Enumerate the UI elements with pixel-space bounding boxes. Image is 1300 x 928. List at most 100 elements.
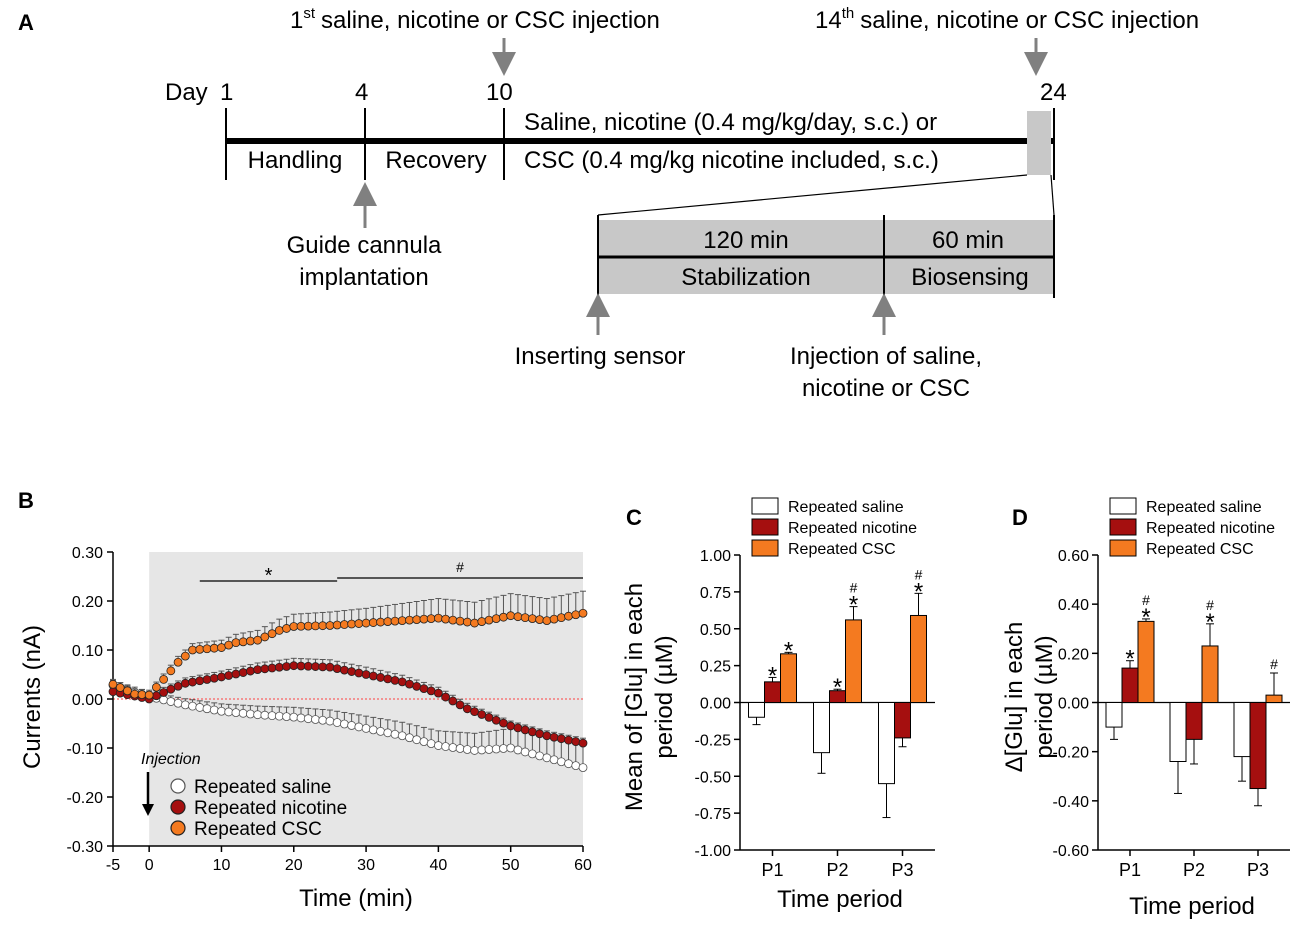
significance-hash: # <box>915 566 923 582</box>
data-point-csc <box>245 636 255 646</box>
y-tick-label: 1.00 <box>700 548 731 565</box>
x-tick-label: 50 <box>502 857 520 874</box>
data-point-nicotine <box>506 721 516 731</box>
data-point-csc <box>564 611 573 621</box>
data-point-csc <box>318 621 328 631</box>
data-point-csc <box>311 621 320 631</box>
data-point-csc <box>202 644 212 654</box>
data-point-csc <box>448 615 458 625</box>
data-point-csc <box>455 616 465 626</box>
bar-saline <box>1105 702 1123 728</box>
data-point-csc <box>397 616 407 625</box>
data-point-saline <box>426 739 436 748</box>
legend-swatch-saline <box>1109 497 1137 515</box>
data-point-saline <box>209 705 219 715</box>
data-point-nicotine <box>419 684 429 694</box>
y-tick-label: 0.25 <box>700 659 731 676</box>
data-point-csc <box>209 643 219 653</box>
data-point-csc <box>347 619 357 629</box>
bar-csc <box>910 614 927 703</box>
significance-star: * <box>833 674 842 701</box>
x-tick-label: 0 <box>145 857 154 874</box>
data-point-nicotine <box>397 677 407 687</box>
data-point-nicotine <box>274 662 284 672</box>
x-tick-label: P2 <box>826 860 848 880</box>
y-tick-label: -0.20 <box>67 790 104 807</box>
bar-saline <box>1233 702 1251 758</box>
legend-label-saline: Repeated saline <box>1146 499 1262 516</box>
data-point-nicotine <box>318 662 328 672</box>
chart-panel-c: Repeated saline Repeated nicotine Repeated… <box>621 497 935 913</box>
data-point-nicotine <box>311 662 320 671</box>
data-point-nicotine <box>542 731 552 741</box>
day-10: 10 <box>486 79 513 106</box>
significance-star: * <box>784 637 793 664</box>
data-point-saline <box>173 698 183 708</box>
cannula-line2: implantation <box>299 264 428 291</box>
legend-label-saline: Repeated saline <box>788 499 904 516</box>
y-tick-label: 0.30 <box>72 545 103 562</box>
x-axis-label-c: Time period <box>777 886 903 913</box>
data-point-saline <box>564 759 573 769</box>
data-point-saline <box>325 716 335 726</box>
inserting-label: Inserting sensor <box>515 343 686 370</box>
data-point-saline <box>231 708 241 718</box>
data-point-saline <box>571 761 581 771</box>
data-point-nicotine <box>426 686 436 696</box>
data-point-csc <box>433 613 443 623</box>
last-injection-label: 14th saline, nicotine or CSC injection <box>815 5 1199 34</box>
data-point-saline <box>224 707 234 717</box>
bar-saline <box>878 702 895 785</box>
y-tick-label: -0.75 <box>695 806 732 823</box>
data-point-saline <box>180 700 190 710</box>
data-point-saline <box>535 751 545 761</box>
data-point-saline <box>542 753 552 763</box>
treatment-line2: CSC (0.4 mg/kg nicotine included, s.c.) <box>524 147 939 174</box>
data-point-nicotine <box>108 687 118 697</box>
y-tick-label: 0.00 <box>700 696 731 713</box>
day-24: 24 <box>1040 79 1067 106</box>
y-tick-label: 0.10 <box>72 643 103 660</box>
data-point-csc <box>238 637 248 647</box>
y-axis-label-c-line2: period (µM) <box>651 635 678 758</box>
data-point-nicotine <box>556 734 566 744</box>
data-point-saline <box>166 697 176 706</box>
data-point-nicotine <box>202 675 212 684</box>
data-point-nicotine <box>513 723 523 733</box>
y-tick-label: -0.10 <box>67 741 104 758</box>
data-point-nicotine <box>412 681 422 691</box>
first-injection-num: 1 <box>290 7 303 34</box>
data-point-csc <box>426 614 436 624</box>
data-point-saline <box>397 731 407 741</box>
data-point-saline <box>332 718 342 727</box>
bar-csc <box>1137 620 1155 703</box>
legend-swatch-csc <box>751 539 779 557</box>
data-point-csc <box>441 614 451 624</box>
injection-line1: Injection of saline, <box>790 343 982 370</box>
data-point-csc <box>260 632 270 642</box>
data-point-saline <box>455 744 465 753</box>
data-point-nicotine <box>499 718 508 728</box>
bar-saline <box>813 702 830 754</box>
data-point-nicotine <box>571 737 581 747</box>
injection-annotation: Injection <box>141 751 201 768</box>
data-point-saline <box>405 733 414 743</box>
data-point-nicotine <box>433 688 443 698</box>
panel-label-d: D <box>1012 505 1028 530</box>
data-point-csc <box>137 690 147 699</box>
data-point-saline <box>527 749 537 759</box>
data-point-csc <box>282 624 291 633</box>
legend-c: Repeated saline Repeated nicotine Repeated… <box>751 497 917 558</box>
x-axis-label-d: Time period <box>1129 893 1255 920</box>
data-point-saline <box>470 746 479 755</box>
data-point-csc <box>231 638 241 648</box>
bar-nicotine <box>1185 702 1203 740</box>
treatment-line1: Saline, nicotine (0.4 mg/kg/day, s.c.) o… <box>524 109 937 136</box>
significance-star: * <box>1205 609 1214 636</box>
data-point-csc <box>405 615 414 625</box>
legend-label-saline: Repeated saline <box>194 777 331 798</box>
data-point-csc <box>513 612 523 622</box>
data-point-nicotine <box>166 684 176 694</box>
legend-label-nicotine: Repeated nicotine <box>1146 520 1275 537</box>
legend-swatch-saline <box>751 497 779 515</box>
